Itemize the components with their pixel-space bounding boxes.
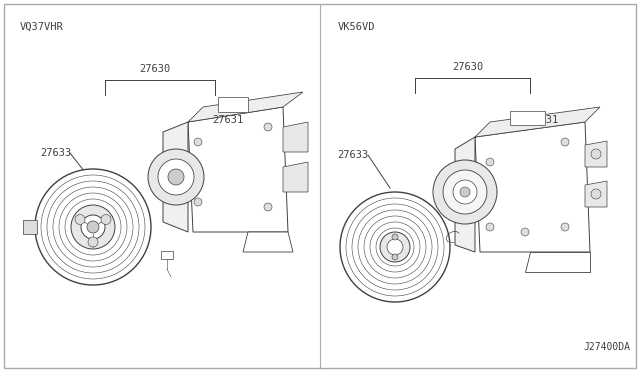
Text: J27400DA: J27400DA <box>583 342 630 352</box>
Polygon shape <box>585 141 607 167</box>
Polygon shape <box>475 107 600 137</box>
Circle shape <box>35 169 151 285</box>
Polygon shape <box>163 122 188 232</box>
Circle shape <box>392 234 398 240</box>
Circle shape <box>71 205 115 249</box>
Text: 27630: 27630 <box>452 62 483 72</box>
Polygon shape <box>188 107 288 232</box>
Polygon shape <box>455 137 475 252</box>
Circle shape <box>443 170 487 214</box>
Circle shape <box>81 215 105 239</box>
Polygon shape <box>283 162 308 192</box>
Circle shape <box>264 123 272 131</box>
Polygon shape <box>585 181 607 207</box>
Circle shape <box>561 223 569 231</box>
Bar <box>161 251 173 259</box>
Circle shape <box>168 169 184 185</box>
Polygon shape <box>283 122 308 152</box>
Circle shape <box>387 239 403 255</box>
Circle shape <box>486 223 494 231</box>
Text: VK56VD: VK56VD <box>338 22 376 32</box>
Circle shape <box>561 138 569 146</box>
Circle shape <box>264 203 272 211</box>
Circle shape <box>158 159 194 195</box>
Circle shape <box>521 228 529 236</box>
Text: 27631: 27631 <box>212 115 243 125</box>
Circle shape <box>148 149 204 205</box>
Circle shape <box>453 180 477 204</box>
Circle shape <box>101 215 111 224</box>
Circle shape <box>433 160 497 224</box>
Bar <box>510 111 545 125</box>
Circle shape <box>460 187 470 197</box>
Circle shape <box>591 149 601 159</box>
Circle shape <box>75 215 85 224</box>
Circle shape <box>392 254 398 260</box>
Circle shape <box>380 232 410 262</box>
Text: VQ37VHR: VQ37VHR <box>20 22 64 32</box>
Circle shape <box>87 221 99 233</box>
Polygon shape <box>525 252 590 272</box>
Circle shape <box>340 192 450 302</box>
Text: 27631: 27631 <box>527 115 558 125</box>
Circle shape <box>591 189 601 199</box>
Polygon shape <box>475 122 590 252</box>
Polygon shape <box>243 232 293 252</box>
Bar <box>218 97 248 112</box>
Circle shape <box>88 237 98 247</box>
Text: 27633: 27633 <box>40 148 71 158</box>
Circle shape <box>194 198 202 206</box>
Circle shape <box>486 158 494 166</box>
Circle shape <box>194 138 202 146</box>
Text: 27633: 27633 <box>337 150 368 160</box>
Bar <box>23 220 37 234</box>
Polygon shape <box>188 92 303 122</box>
Text: 27630: 27630 <box>140 64 171 74</box>
